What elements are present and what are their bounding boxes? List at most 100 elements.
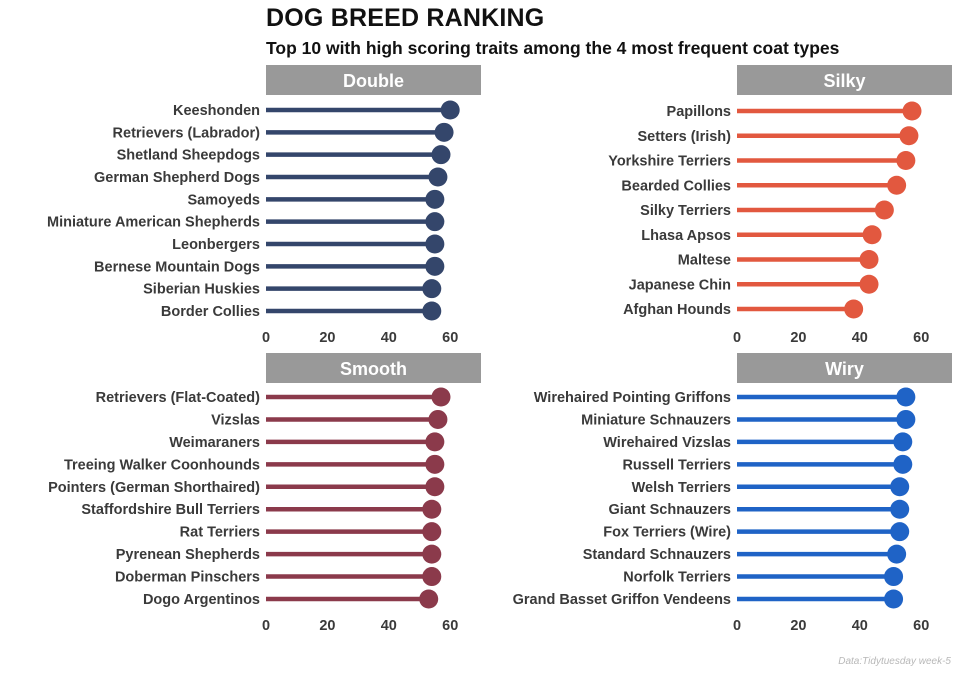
category-label: Afghan Hounds — [623, 302, 731, 318]
chart-subtitle: Top 10 with high scoring traits among th… — [266, 38, 840, 58]
lollipop-point — [422, 522, 442, 542]
x-tick-label: 40 — [852, 330, 868, 346]
lollipop-point — [859, 250, 879, 269]
panel-smooth: Smooth Retrievers (Flat-Coated) Vizslas Wei… — [48, 353, 481, 634]
category-label: Rat Terriers — [180, 525, 260, 541]
panel-strip — [266, 353, 481, 383]
lollipop-point — [431, 145, 451, 165]
category-label: Welsh Terriers — [632, 480, 731, 496]
x-tick-label: 20 — [790, 330, 806, 346]
category-label: Treeing Walker Coonhounds — [64, 457, 260, 473]
category-label: Doberman Pinschers — [115, 570, 260, 586]
x-tick-label: 0 — [733, 330, 741, 346]
x-tick-label: 60 — [913, 618, 929, 634]
lollipop-point — [902, 101, 922, 121]
panel-strip-label: Silky — [823, 71, 865, 91]
category-label: Russell Terriers — [622, 457, 731, 473]
category-label: Border Collies — [161, 304, 260, 320]
lollipop-point — [890, 499, 910, 519]
panel-strip — [737, 353, 952, 383]
x-tick-label: 20 — [790, 618, 806, 634]
x-tick-label: 60 — [442, 618, 458, 634]
lollipop-point — [893, 454, 913, 474]
lollipop-point — [422, 499, 442, 519]
x-tick-label: 0 — [262, 618, 270, 634]
category-label: Wirehaired Pointing Griffons — [534, 390, 731, 406]
category-label: Japanese Chin — [629, 277, 731, 293]
category-label: Standard Schnauzers — [583, 547, 731, 563]
lollipop-point — [899, 126, 919, 146]
lollipop-point — [422, 567, 442, 587]
category-label: Pointers (German Shorthaired) — [48, 480, 260, 496]
category-label: Bearded Collies — [621, 178, 731, 194]
x-tick-label: 60 — [442, 330, 458, 346]
lollipop-point — [887, 175, 907, 195]
lollipop-point — [859, 274, 879, 294]
panel-wiry: Wiry Wirehaired Pointing Griffons Miniatur… — [513, 353, 952, 634]
lollipop-point — [428, 167, 448, 187]
category-label: Papillons — [667, 104, 731, 120]
lollipop-point — [422, 301, 442, 321]
data-source-caption: Data:Tidytuesday week-5 — [838, 656, 951, 667]
x-tick-label: 40 — [852, 618, 868, 634]
panel-strip — [266, 65, 481, 95]
lollipop-point — [425, 454, 445, 474]
category-label: Vizslas — [211, 412, 260, 428]
category-label: Retrievers (Flat-Coated) — [96, 390, 261, 406]
panel-strip-label: Smooth — [340, 359, 407, 379]
category-label: Silky Terriers — [640, 203, 731, 219]
lollipop-point — [425, 477, 445, 497]
x-tick-label: 40 — [381, 618, 397, 634]
category-label: Leonbergers — [172, 237, 260, 253]
lollipop-point — [425, 432, 445, 452]
lollipop-point — [884, 589, 904, 609]
category-label: Siberian Huskies — [143, 282, 260, 298]
x-tick-label: 40 — [381, 330, 397, 346]
lollipop-point — [893, 432, 913, 452]
lollipop-point — [425, 189, 445, 209]
lollipop-point — [425, 256, 445, 276]
category-label: Retrievers (Labrador) — [113, 125, 261, 141]
lollipop-point — [844, 299, 864, 319]
category-label: Samoyeds — [187, 192, 260, 208]
lollipop-point — [884, 567, 904, 587]
category-label: Pyrenean Shepherds — [116, 547, 260, 563]
lollipop-point — [890, 522, 910, 542]
lollipop-point — [422, 279, 442, 299]
x-tick-label: 20 — [319, 618, 335, 634]
category-label: Miniature American Shepherds — [47, 215, 260, 231]
lollipop-point — [425, 234, 445, 254]
lollipop-point — [434, 122, 454, 142]
category-label: Wirehaired Vizslas — [603, 435, 731, 451]
category-label: Setters (Irish) — [638, 129, 732, 145]
category-label: Maltese — [678, 253, 731, 269]
x-tick-label: 0 — [733, 618, 741, 634]
category-label: Dogo Argentinos — [143, 592, 260, 608]
lollipop-point — [896, 409, 916, 429]
lollipop-point — [428, 409, 448, 429]
category-label: Giant Schnauzers — [609, 502, 731, 518]
category-label: Staffordshire Bull Terriers — [81, 502, 260, 518]
lollipop-point — [862, 225, 882, 245]
category-label: Bernese Mountain Dogs — [94, 259, 260, 275]
x-tick-label: 60 — [913, 330, 929, 346]
x-tick-label: 20 — [319, 330, 335, 346]
panel-double: Double Keeshonden Retrievers (Labrador) She… — [47, 65, 481, 346]
x-tick-label: 0 — [262, 330, 270, 346]
category-label: Grand Basset Griffon Vendeens — [513, 592, 731, 608]
lollipop-point — [440, 100, 460, 120]
category-label: Miniature Schnauzers — [581, 412, 731, 428]
category-label: German Shepherd Dogs — [94, 170, 260, 186]
lollipop-point — [419, 589, 439, 609]
lollipop-point — [896, 151, 916, 170]
lollipop-point — [887, 544, 907, 564]
chart-title: DOG BREED RANKING — [266, 4, 545, 32]
lollipop-point — [890, 477, 910, 497]
category-label: Shetland Sheepdogs — [117, 148, 260, 164]
panel-strip-label: Double — [343, 71, 404, 91]
lollipop-point — [874, 200, 894, 220]
panel-strip-label: Wiry — [825, 359, 864, 379]
lollipop-point — [422, 544, 442, 564]
lollipop-point — [431, 387, 451, 407]
